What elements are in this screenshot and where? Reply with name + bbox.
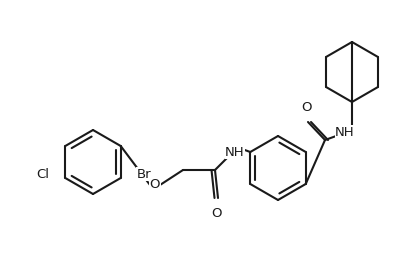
Text: O: O	[301, 101, 311, 114]
Text: Cl: Cl	[36, 168, 49, 180]
Text: NH: NH	[225, 146, 245, 158]
Text: NH: NH	[335, 126, 355, 139]
Text: O: O	[150, 179, 160, 192]
Text: O: O	[211, 207, 222, 220]
Text: Br: Br	[137, 168, 151, 180]
